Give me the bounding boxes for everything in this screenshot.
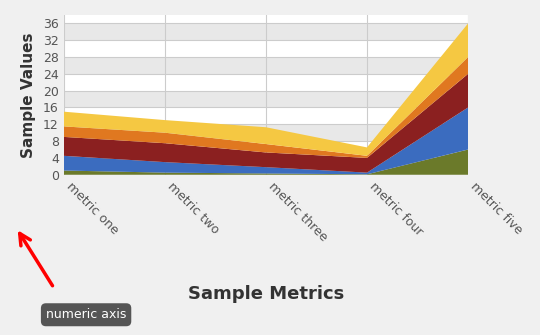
Y-axis label: Sample Values: Sample Values (21, 32, 36, 157)
Text: numeric axis: numeric axis (46, 308, 126, 321)
Bar (64, 124, 468, 141)
Bar (64, 158, 468, 175)
Bar (64, 23, 468, 40)
Bar (64, 91, 468, 108)
Bar (64, 57, 468, 74)
X-axis label: Sample Metrics: Sample Metrics (188, 285, 344, 303)
